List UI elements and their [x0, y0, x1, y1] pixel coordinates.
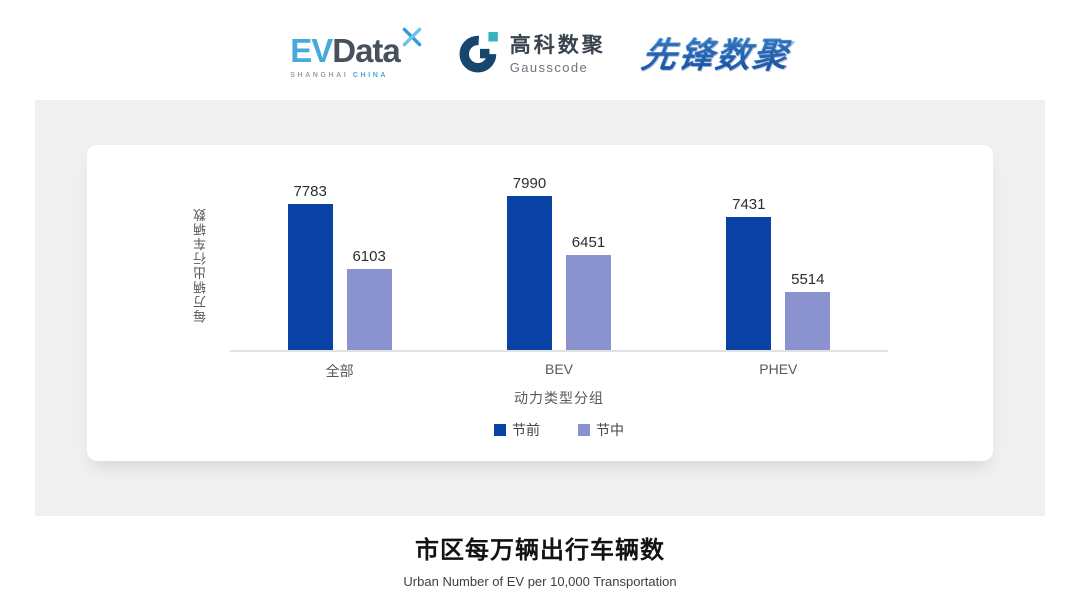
header-logos: EV Data SHANGHAI CHINA 高科数聚 Gausscode: [0, 20, 1080, 84]
bar-节中-PHEV: [785, 292, 831, 350]
bar-value-label: 7990: [512, 175, 547, 192]
chart-panel: 每万辆出行车辆数 7783 6103 7990 6451 7431 5514 全部 BEV P…: [35, 100, 1045, 516]
bar-value-label: 5514: [791, 271, 825, 288]
bar-group-BEV: 7990 6451: [449, 175, 668, 350]
caption-block: 市区每万辆出行车辆数 Urban Number of EV per 10,000…: [0, 530, 1080, 589]
bar-column: 6103: [346, 248, 392, 350]
bar-column: 5514: [785, 271, 831, 350]
gausscode-logo: 高科数聚 Gausscode: [459, 29, 606, 75]
category-label-PHEV: PHEV: [759, 361, 798, 377]
evdata-data-text: Data: [332, 31, 401, 69]
bar-节中-全部: [346, 269, 392, 350]
chart-title: 市区每万辆出行车辆数: [415, 537, 665, 564]
evdata-subtext: SHANGHAI CHINA: [290, 72, 388, 79]
evdata-logo: EV Data SHANGHAI CHINA: [290, 26, 423, 79]
bar-column: 6451: [565, 234, 611, 350]
gausscode-cn-text: 高科数聚: [509, 34, 606, 57]
pioneer-data-logo: 先锋数聚: [638, 27, 793, 78]
evdata-ev-text: EV: [290, 31, 333, 69]
evdata-china-text: CHINA: [352, 71, 389, 79]
gausscode-en-text: Gausscode: [509, 60, 589, 75]
legend-item-节中[interactable]: 节中: [578, 420, 624, 440]
legend-swatch: [578, 424, 590, 436]
plot-area: 7783 6103 7990 6451 7431 5514: [230, 175, 888, 352]
x-axis-title: 动力类型分组: [514, 390, 604, 406]
bar-group-全部: 7783 6103: [230, 182, 449, 350]
y-axis-title: 每万辆出行车辆数: [193, 207, 208, 323]
legend-label: 节中: [596, 422, 624, 438]
x-category-labels: 全部 BEV PHEV: [230, 361, 888, 381]
legend-swatch: [494, 424, 506, 436]
legend-item-节前[interactable]: 节前: [494, 420, 540, 440]
bar-value-label: 6103: [352, 248, 386, 265]
category-label-全部: 全部: [325, 363, 354, 379]
chart-card: 每万辆出行车辆数 7783 6103 7990 6451 7431 5514 全部 BEV P…: [87, 145, 993, 461]
chart-subtitle: Urban Number of EV per 10,000 Transporta…: [403, 574, 677, 589]
bar-节前-全部: [287, 204, 333, 350]
bar-节前-PHEV: [726, 217, 772, 350]
evdata-wordmark: EV Data: [290, 26, 423, 70]
legend: 节前 节中: [230, 420, 888, 440]
bar-节前-BEV: [506, 196, 552, 350]
bar-group-PHEV: 7431 5514: [669, 182, 888, 350]
gausscode-wordmark: 高科数聚 Gausscode: [510, 29, 606, 75]
category-label-BEV: BEV: [544, 361, 573, 377]
evdata-shanghai-text: SHANGHAI: [290, 71, 349, 79]
evdata-star-x-icon: [402, 27, 422, 46]
gausscode-g-icon: [459, 32, 498, 73]
legend-label: 节前: [512, 422, 540, 438]
bar-value-label: 6451: [571, 234, 606, 251]
bar-节中-BEV: [565, 255, 611, 350]
bar-value-label: 7783: [293, 183, 327, 200]
bar-column: 7783: [287, 183, 333, 350]
bar-column: 7431: [726, 196, 772, 350]
bar-value-label: 7431: [732, 196, 766, 213]
bar-column: 7990: [506, 175, 552, 350]
